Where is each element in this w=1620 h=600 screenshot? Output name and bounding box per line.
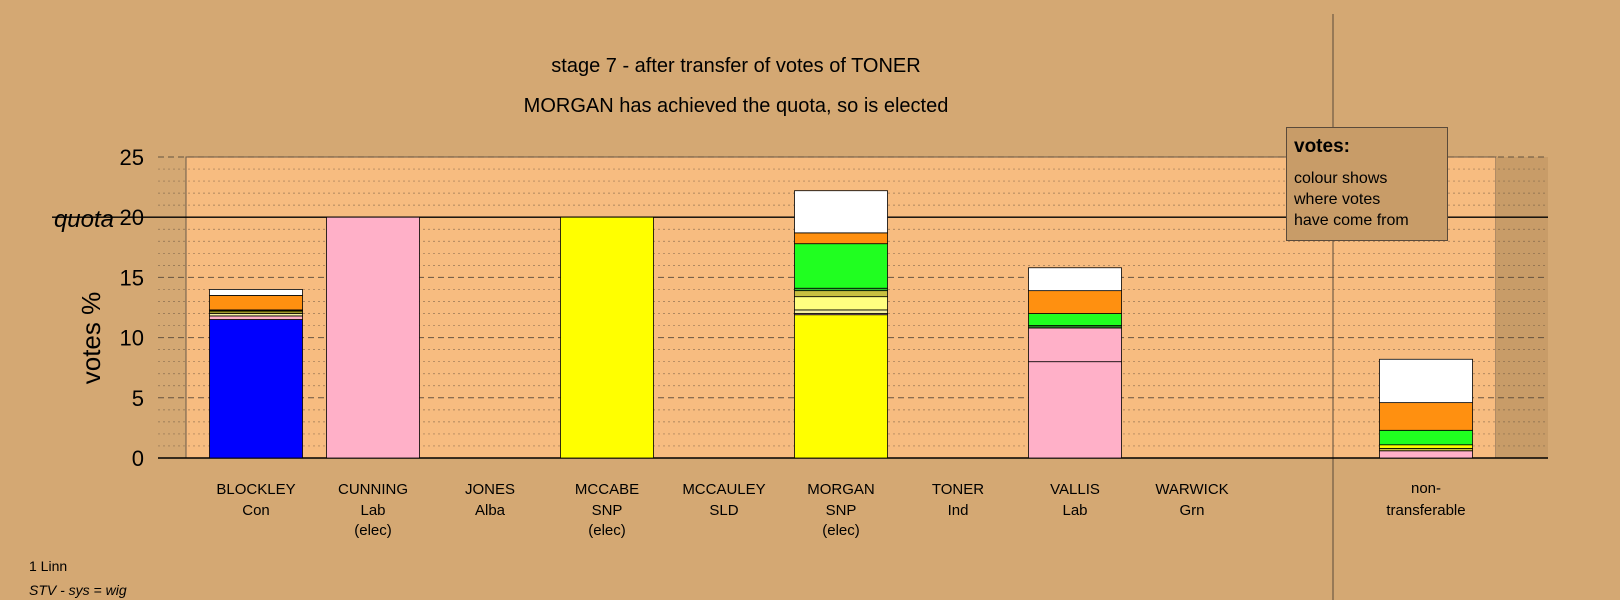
x-tick-label: SLD [709,502,738,519]
bar-segment [1379,429,1473,446]
bar-segment [794,290,888,298]
y-tick-label: 15 [120,265,144,290]
y-axis-label: votes % [76,292,106,385]
x-tick-label: transferable [1386,502,1465,519]
x-tick-label: Grn [1179,502,1204,519]
y-tick-label: 25 [120,145,144,170]
bar-segment [1028,267,1122,292]
bar-segment [794,232,888,245]
bar-segment [1379,450,1473,459]
x-tick-label: (elec) [822,522,860,539]
x-axis-labels: BLOCKLEY Con CUNNING Lab (elec) JONES Alba MCCA… [216,480,1465,539]
y-tick-label: 20 [120,205,144,230]
bar-segment [209,289,303,296]
bar-segment [1379,358,1473,404]
x-tick-label: Alba [475,502,506,519]
x-tick-label: JONES [465,481,515,498]
bar-segment [1028,313,1122,326]
legend: votes: colour shows where votes have com… [1286,127,1448,241]
x-tick-label: MCCABE [575,481,639,498]
bar-segment [794,296,888,311]
x-tick-label: non- [1411,480,1441,497]
x-tick-label: WARWICK [1155,481,1228,498]
x-tick-label: SNP [592,502,623,519]
bar-segment [1028,361,1122,459]
x-tick-label: (elec) [588,522,626,539]
quota-label: quota [54,206,114,233]
bar-segment [209,295,303,311]
bar-segment [1028,290,1122,314]
legend-line: have come from [1294,212,1409,229]
x-tick-label: Lab [1062,502,1087,519]
x-tick-label: CUNNING [338,481,408,498]
x-tick-label: SNP [826,502,857,519]
bar-segment [1379,444,1473,449]
legend-line: colour shows [1294,170,1388,187]
bar-segment [560,216,654,459]
x-tick-label: Lab [360,502,385,519]
x-tick-label: Con [242,502,270,519]
chart-title: stage 7 - after transfer of votes of TON… [551,55,920,77]
y-axis: 0 5 10 15 20 25 [120,145,144,471]
x-tick-label: Ind [948,502,969,519]
legend-title: votes: [1294,136,1350,157]
bar-segment [326,216,420,459]
x-tick-label: (elec) [354,522,392,539]
bar-segment [794,190,888,234]
x-tick-label: MCCAULEY [682,481,765,498]
bar-segment [209,319,303,459]
bar-segment [794,314,888,459]
system-label: STV - sys = wig [29,582,127,598]
x-tick-label: BLOCKLEY [216,481,295,498]
constituency-label: 1 Linn [29,558,68,574]
legend-line: where votes [1294,191,1381,208]
y-tick-label: 5 [132,386,144,411]
y-tick-label: 0 [132,446,144,471]
bar-segment [794,309,888,314]
chart-subtitle: MORGAN has achieved the quota, so is ele… [524,95,949,117]
x-tick-label: TONER [932,481,984,498]
bar-segment [794,243,888,289]
x-tick-label: VALLIS [1050,481,1100,498]
bar-segment [209,315,303,320]
bar-segment [1379,402,1473,431]
x-tick-label: MORGAN [807,481,875,498]
bars [209,190,1473,459]
plot-margin [1496,157,1548,458]
y-tick-label: 10 [120,326,144,351]
bar-segment [1028,327,1122,363]
